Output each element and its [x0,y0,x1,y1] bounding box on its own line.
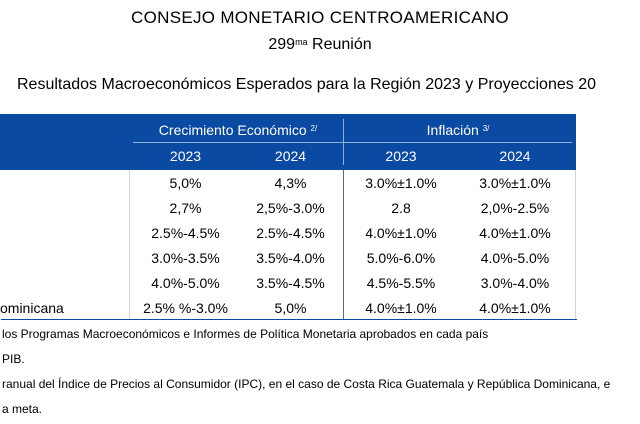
growth-2023-cell: 3.0%-3.5% [151,250,220,266]
inflation-2024-cell: 4.0%-5.0% [480,250,550,266]
header-divider [133,142,572,143]
inflation-2024-cell: 3.0%-4.0% [480,275,550,291]
inflation-2023-cell: 2.8 [391,200,411,216]
year-inflation-2024: 2024 [499,148,531,164]
inflation-2023-cell: 5.0%-6.0% [366,250,436,266]
council-title: CONSEJO MONETARIO CENTROAMERICANO [131,8,509,27]
year-inflation-2023: 2023 [385,148,417,164]
growth-2023-cell: 2,7% [169,200,202,216]
header-group-separator [343,119,344,165]
year-growth-2023: 2023 [169,148,202,164]
inflation-group-header: Inflación 3/ [344,122,572,138]
table-bottom-rule [1,319,577,320]
meeting-number: 299 [268,36,296,53]
growth-2024-cell: 2.5%-4.5% [256,225,325,241]
table-body [1,170,577,320]
inflation-2023-cell: 4.5%-5.5% [366,275,436,291]
growth-group-header: Crecimiento Económico 2/ [133,122,343,138]
footnote-4: a meta. [2,402,43,416]
growth-2024-cell: 4,3% [274,175,307,191]
growth-2023-cell: 2.5% %-3.0% [143,300,228,316]
growth-2024-cell: 2,5%-3.0% [256,200,325,216]
inflation-2024-cell: 4.0%±1.0% [479,300,551,316]
body-group-separator [343,170,344,320]
table-header: Crecimiento Económico 2/ Inflación 3/ 20… [0,114,576,170]
growth-2023-cell: 4.0%-5.0% [151,275,220,291]
growth-note: 2/ [310,124,318,133]
inflation-2024-cell: 4.0%±1.0% [479,225,551,241]
country-label: ominicana [0,300,64,316]
inflation-group-label: Inflación [426,122,479,138]
growth-2024-cell: 5,0% [274,300,307,316]
growth-2023-cell: 5,0% [169,175,202,191]
footnote-3: ranual del Índice de Precios al Consumid… [2,377,611,391]
inflation-2023-cell: 4.0%±1.0% [365,300,437,316]
inflation-note: 3/ [482,124,490,133]
growth-2024-cell: 3.5%-4.0% [256,250,325,266]
growth-2024-cell: 3.5%-4.5% [256,275,325,291]
footnote-2: PIB. [2,352,25,366]
meeting-word: Reunión [312,36,372,53]
year-growth-2024: 2024 [274,148,307,164]
inflation-2023-cell: 4.0%±1.0% [365,225,437,241]
growth-group-label: Crecimiento Económico [158,122,307,138]
footnote-1: los Programas Macroeconómicos e Informes… [2,327,489,341]
meeting-subtitle: 299ma Reunión [0,36,640,54]
results-heading: Resultados Macroeconómicos Esperados par… [17,76,596,93]
inflation-2024-cell: 2,0%-2.5% [480,200,550,216]
inflation-2023-cell: 3.0%±1.0% [365,175,437,191]
meeting-ordinal: ma [295,37,308,47]
inflation-2024-cell: 3.0%±1.0% [479,175,551,191]
growth-2023-cell: 2.5%-4.5% [151,225,220,241]
